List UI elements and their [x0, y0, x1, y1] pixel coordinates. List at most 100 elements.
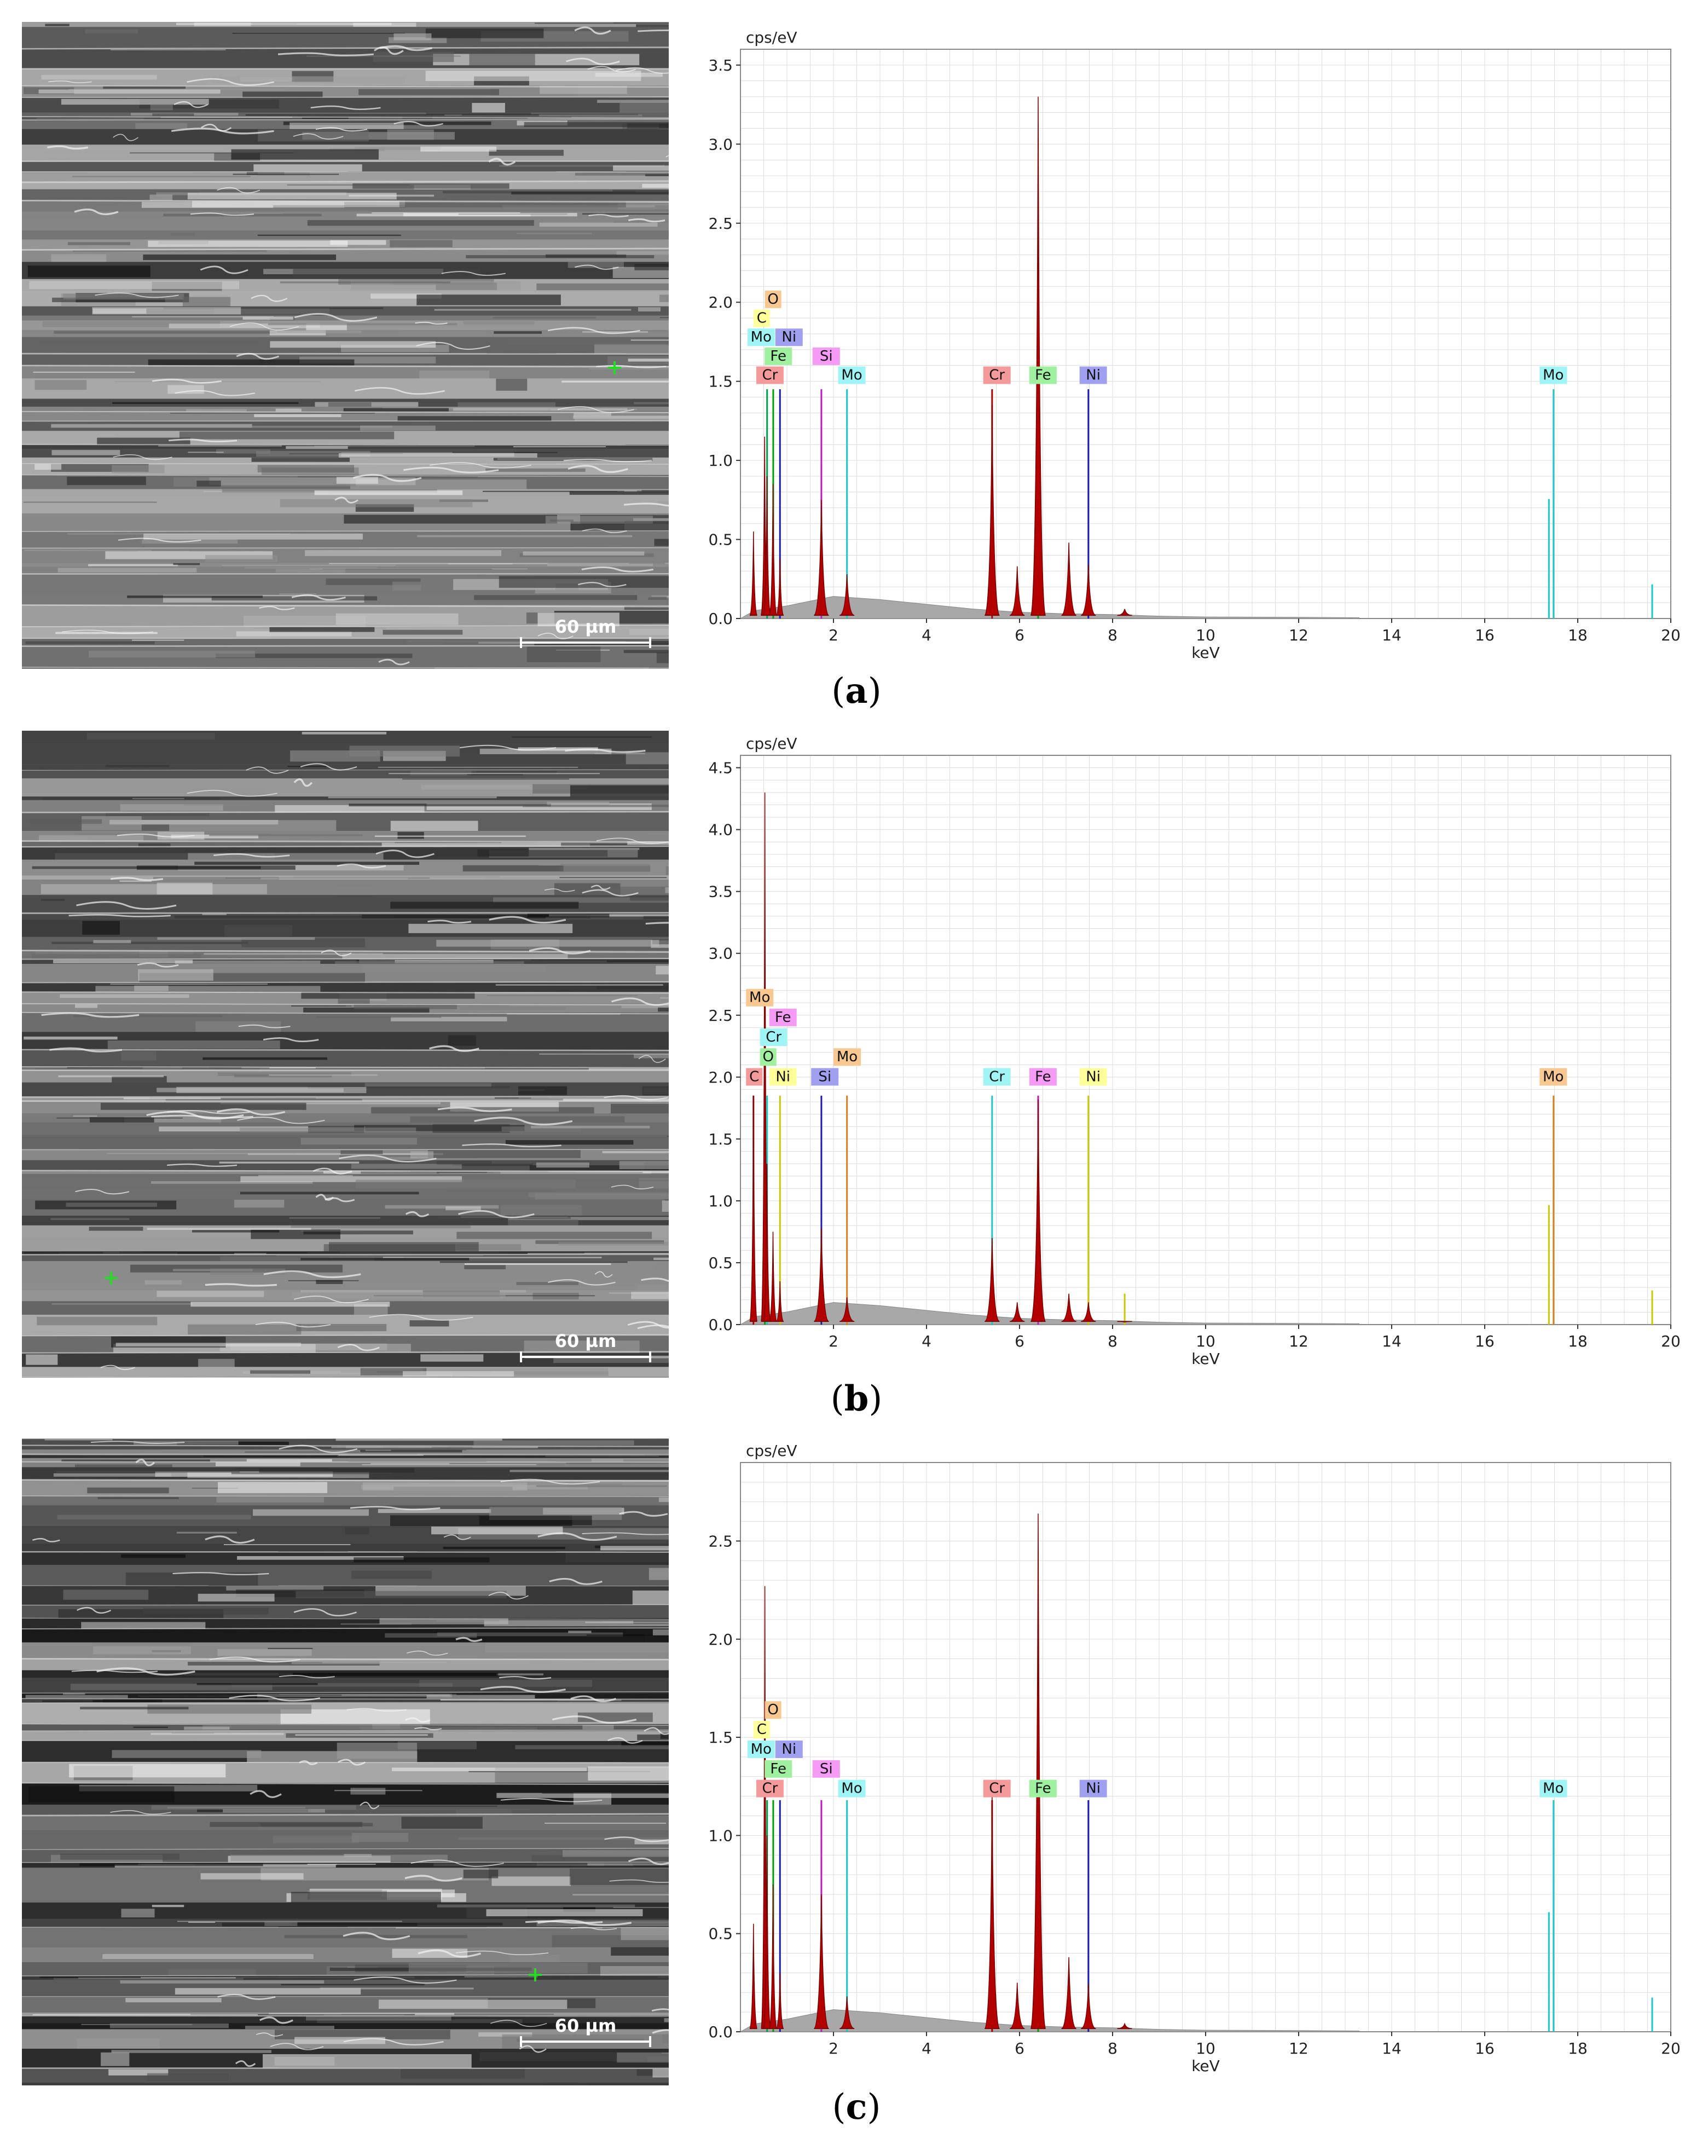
- element-label-Si-6: Si: [812, 347, 840, 365]
- svg-text:C: C: [757, 310, 767, 327]
- peak-3: [768, 1885, 778, 2029]
- element-label-Mo-2: Mo: [747, 1740, 775, 1758]
- eds-svg-b: Mo Fe Cr OC Ni Si Mo Cr Fe Ni Mo 0.0 0.5 1.0 1.5 2.0 2.5…: [708, 735, 1681, 1368]
- y-tick-label-6: 3.0: [708, 135, 733, 153]
- svg-text:Ni: Ni: [1086, 1068, 1101, 1085]
- element-label-Mo-7: Mo: [838, 1779, 866, 1797]
- svg-text:Ni: Ni: [781, 329, 796, 345]
- grid-b: [740, 755, 1671, 1325]
- x-axis-label-c: keV: [1191, 2057, 1220, 2075]
- element-label-Mo-11: Mo: [1539, 1068, 1567, 1086]
- x-tick-label-3: 8: [1108, 2039, 1118, 2057]
- x-axis-label-a: keV: [1191, 644, 1220, 662]
- peak-8: [1009, 566, 1025, 616]
- svg-text:Cr: Cr: [762, 1781, 778, 1797]
- element-label-Cr-2: Cr: [760, 1028, 788, 1047]
- peak-4: [775, 558, 784, 616]
- peak-2: [762, 1835, 771, 2029]
- element-label-Fe-9: Fe: [1029, 1779, 1057, 1797]
- y-tick-label-0: 0.0: [708, 1316, 733, 1334]
- element-label-Mo-7: Mo: [838, 366, 866, 384]
- x-tick-label-5: 12: [1289, 626, 1308, 644]
- element-label-Fe-4: Fe: [765, 1760, 792, 1778]
- svg-text:C: C: [749, 1068, 759, 1085]
- x-tick-label-0: 2: [829, 626, 838, 644]
- svg-text:Si: Si: [820, 348, 833, 365]
- svg-text:Ni: Ni: [775, 1068, 790, 1085]
- svg-text:Ni: Ni: [781, 1741, 796, 1758]
- svg-text:Fe: Fe: [1035, 1068, 1051, 1085]
- continuum-c: [739, 2009, 1359, 2032]
- y-tick-label-4: 2.0: [708, 1631, 733, 1649]
- x-tick-label-7: 16: [1475, 626, 1495, 644]
- peak-6: [839, 574, 855, 616]
- y-tick-label-4: 2.0: [708, 1068, 733, 1086]
- peak-3: [768, 484, 778, 616]
- grid-a: [740, 49, 1671, 619]
- svg-text:Mo: Mo: [841, 1781, 862, 1797]
- svg-text:Cr: Cr: [989, 367, 1005, 384]
- x-tick-label-4: 10: [1196, 2039, 1215, 2057]
- peak-0: [749, 1923, 758, 2029]
- x-tick-label-3: 8: [1108, 1332, 1118, 1350]
- svg-text:Si: Si: [820, 1761, 833, 1777]
- x-tick-label-6: 14: [1382, 1332, 1402, 1350]
- element-label-O-0: O: [765, 290, 781, 308]
- peak-4: [775, 1281, 784, 1322]
- peak-12: [1117, 609, 1132, 616]
- y-tick-label-8: 4.0: [708, 821, 733, 839]
- svg-text:Mo: Mo: [1543, 1781, 1564, 1797]
- grid-c: [740, 1462, 1671, 2032]
- sem-texture-b: [22, 731, 669, 1378]
- peak-9: [1030, 1099, 1046, 1322]
- element-label-Ni-10: Ni: [1079, 1068, 1107, 1086]
- element-label-Fe-9: Fe: [1029, 1068, 1057, 1086]
- peak-9: [1030, 1513, 1046, 2029]
- peak-0: [749, 1095, 758, 1322]
- x-tick-label-8: 18: [1568, 2039, 1588, 2057]
- x-tick-label-2: 6: [1015, 626, 1024, 644]
- element-label-C-1: C: [753, 1721, 770, 1739]
- scale-bar-label-c: 60 µm: [554, 2015, 617, 2036]
- element-label-Mo-0: Mo: [746, 989, 774, 1007]
- svg-text:Mo: Mo: [1543, 367, 1564, 384]
- element-label-Cr-5: Cr: [756, 366, 784, 384]
- peak-5: [813, 1228, 829, 1322]
- svg-text:O: O: [762, 1049, 773, 1065]
- x-tick-label-3: 8: [1108, 626, 1118, 644]
- crosshair-marker: [105, 1271, 118, 1285]
- element-label-Fe-9: Fe: [1029, 366, 1057, 384]
- y-tick-label-4: 2.0: [708, 293, 733, 311]
- svg-text:O: O: [767, 1702, 778, 1718]
- svg-text:Ni: Ni: [1086, 1781, 1101, 1797]
- y-tick-label-7: 3.5: [708, 56, 733, 74]
- peak-8: [1010, 1302, 1025, 1322]
- sem-image-a: 60 µm: [22, 22, 669, 669]
- peak-2: [762, 476, 771, 616]
- peak-7: [984, 1238, 1000, 1322]
- x-tick-label-9: 20: [1661, 1332, 1681, 1350]
- svg-text:Cr: Cr: [989, 1781, 1005, 1797]
- element-label-Cr-8: Cr: [983, 366, 1011, 384]
- peak-12: [1117, 1321, 1132, 1323]
- y-tick-label-0: 0.0: [708, 610, 733, 628]
- element-label-Fe-1: Fe: [769, 1008, 797, 1026]
- element-label-Cr-5: Cr: [756, 1779, 784, 1797]
- y-tick-label-3: 1.5: [708, 373, 733, 391]
- peak-10: [1061, 542, 1077, 616]
- element-label-Mo-11: Mo: [1539, 1779, 1567, 1797]
- element-label-Si-6: Si: [812, 1760, 840, 1778]
- element-label-Cr-8: Cr: [983, 1779, 1011, 1797]
- element-label-Cr-8: Cr: [983, 1068, 1011, 1086]
- element-label-Ni-3: Ni: [775, 328, 803, 346]
- y-axis-label-c: cps/eV: [746, 1442, 797, 1460]
- x-tick-label-0: 2: [829, 2039, 838, 2057]
- crosshair-marker: [608, 361, 621, 374]
- element-label-Mo-11: Mo: [1539, 366, 1567, 384]
- svg-text:Si: Si: [818, 1068, 831, 1085]
- element-label-O-3: O: [760, 1048, 777, 1066]
- y-tick-label-3: 1.5: [708, 1729, 733, 1747]
- peak-11: [1081, 1302, 1096, 1322]
- eds-chart-b: Mo Fe Cr O C Ni Si Mo Cr Fe Ni Mo 0.0 0.5 1.0 1.5 2.0 2.5…: [687, 728, 1694, 1385]
- element-label-Fe-4: Fe: [765, 347, 792, 365]
